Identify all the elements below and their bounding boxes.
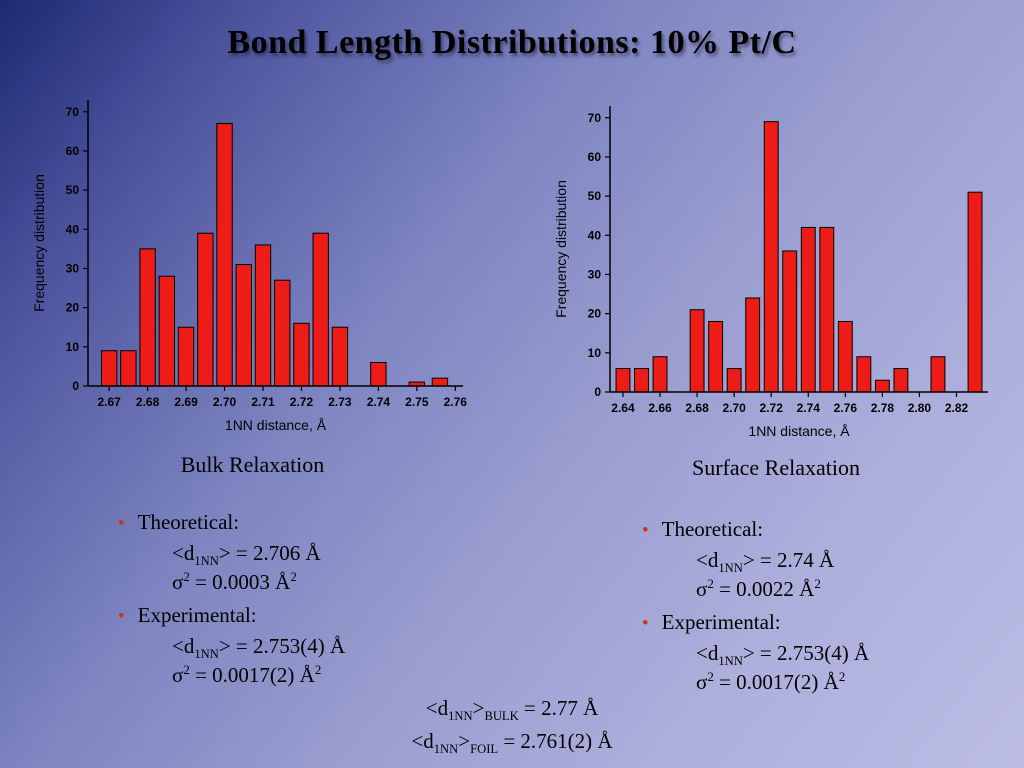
svg-text:2.70: 2.70 <box>722 401 746 415</box>
svg-text:1NN distance, Å: 1NN distance, Å <box>225 417 327 433</box>
bullet-theoretical-right: • Theoretical: <box>642 516 1022 544</box>
svg-text:Frequency distribution: Frequency distribution <box>31 174 47 312</box>
formula-d1nn-theoretical-right: <d1NN> = 2.74 Å <box>696 548 835 576</box>
formula-sigma-experimental-left: σ2 = 0.0017(2) Å2 <box>172 662 322 687</box>
svg-text:50: 50 <box>66 183 80 197</box>
svg-text:2.74: 2.74 <box>797 401 821 415</box>
svg-text:60: 60 <box>66 144 80 158</box>
bulk-notes-block: • Theoretical: <d1NN> = 2.706 Å σ2 = 0.00… <box>118 502 518 688</box>
bulk-relaxation-histogram: 0 10 20 30 40 50 60 70 2.67 2.68 2.69 2.70 2.71 2.72 2… <box>30 86 475 438</box>
svg-text:0: 0 <box>594 385 601 399</box>
svg-text:Frequency distribution: Frequency distribution <box>553 180 569 318</box>
svg-text:10: 10 <box>588 346 602 360</box>
formula-d1nn-experimental-right: <d1NN> = 2.753(4) Å <box>696 641 870 669</box>
svg-text:2.72: 2.72 <box>290 395 314 409</box>
svg-text:2.75: 2.75 <box>405 395 429 409</box>
bullet-label: Theoretical: <box>137 510 240 534</box>
d1nn-bulk-line: <d1NN>BULK = 2.77 Å <box>425 696 599 724</box>
svg-text:2.67: 2.67 <box>97 395 121 409</box>
svg-text:20: 20 <box>588 307 602 321</box>
svg-text:2.73: 2.73 <box>328 395 352 409</box>
bullet-experimental-right: • Experimental: <box>642 609 1022 637</box>
bullet-label: Theoretical: <box>661 517 764 541</box>
formula-d1nn-experimental-left: <d1NN> = 2.753(4) Å <box>172 634 346 662</box>
svg-text:40: 40 <box>588 228 602 242</box>
svg-text:50: 50 <box>588 189 602 203</box>
svg-text:2.74: 2.74 <box>367 395 391 409</box>
svg-text:2.64: 2.64 <box>611 401 635 415</box>
svg-text:2.76: 2.76 <box>444 395 468 409</box>
bullet-label: Experimental: <box>137 603 257 627</box>
surface-caption: Surface Relaxation <box>692 455 860 480</box>
formula-sigma-theoretical-right: σ2 = 0.0022 Å2 <box>696 576 821 601</box>
svg-text:2.72: 2.72 <box>760 401 784 415</box>
bullet-experimental-left: • Experimental: <box>118 602 518 630</box>
svg-text:10: 10 <box>66 340 80 354</box>
bullet-icon: • <box>642 520 649 541</box>
svg-text:70: 70 <box>66 105 80 119</box>
svg-text:2.68: 2.68 <box>136 395 160 409</box>
svg-text:30: 30 <box>66 261 80 275</box>
svg-text:30: 30 <box>588 267 602 281</box>
bullet-theoretical-left: • Theoretical: <box>118 509 518 537</box>
svg-text:2.78: 2.78 <box>871 401 895 415</box>
d1nn-foil-line: <d1NN>FOIL = 2.761(2) Å <box>411 729 613 757</box>
svg-text:2.66: 2.66 <box>648 401 672 415</box>
surface-relaxation-histogram: 0 10 20 30 40 50 60 70 2.64 2.66 2.68 2.70 2.72 2.74 2… <box>552 92 1000 444</box>
svg-text:2.69: 2.69 <box>174 395 198 409</box>
svg-text:1NN distance, Å: 1NN distance, Å <box>748 423 850 439</box>
svg-text:2.70: 2.70 <box>213 395 237 409</box>
svg-text:2.82: 2.82 <box>945 401 969 415</box>
formula-sigma-experimental-right: σ2 = 0.0017(2) Å2 <box>696 669 846 694</box>
formula-d1nn-theoretical-left: <d1NN> = 2.706 Å <box>172 541 321 569</box>
formula-sigma-theoretical-left: σ2 = 0.0003 Å2 <box>172 569 297 594</box>
svg-text:60: 60 <box>588 150 602 164</box>
svg-text:70: 70 <box>588 111 602 125</box>
svg-text:0: 0 <box>72 379 79 393</box>
bullet-icon: • <box>118 513 125 534</box>
footer-notes: <d1NN>BULK = 2.77 Å <d1NN>FOIL = 2.761(2… <box>0 688 1024 757</box>
slide-title: Bond Length Distributions: 10% Pt/C <box>227 24 797 61</box>
svg-text:2.76: 2.76 <box>834 401 858 415</box>
bullet-label: Experimental: <box>661 610 781 634</box>
svg-text:2.71: 2.71 <box>251 395 275 409</box>
svg-text:20: 20 <box>66 301 80 315</box>
bullet-icon: • <box>642 613 649 634</box>
svg-text:2.68: 2.68 <box>685 401 709 415</box>
surface-notes-block: • Theoretical: <d1NN> = 2.74 Å σ2 = 0.002… <box>642 509 1022 695</box>
svg-text:40: 40 <box>66 222 80 236</box>
svg-text:2.80: 2.80 <box>908 401 932 415</box>
bullet-icon: • <box>118 606 125 627</box>
bulk-caption: Bulk Relaxation <box>180 452 325 477</box>
